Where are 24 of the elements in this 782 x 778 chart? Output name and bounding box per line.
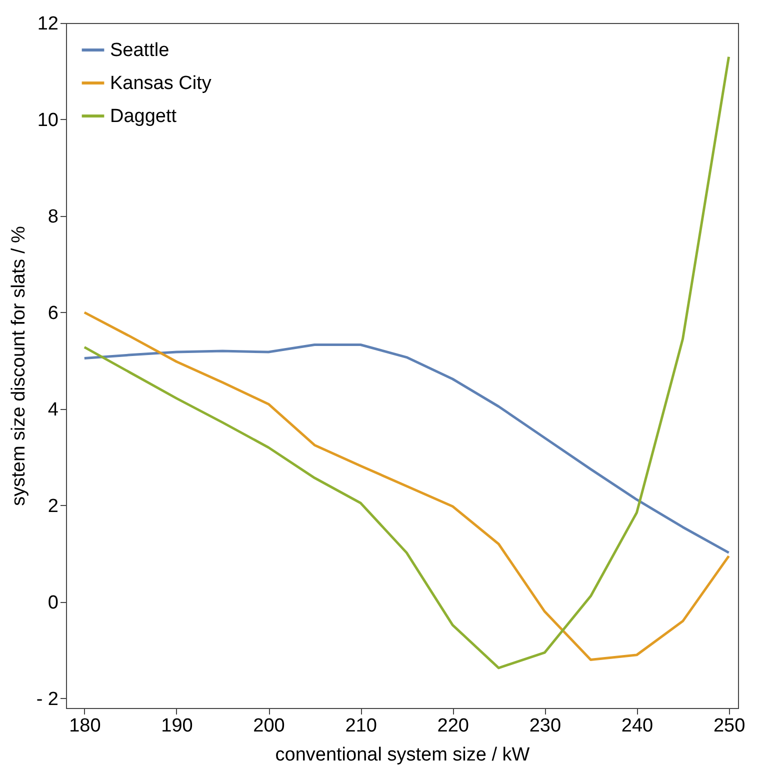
- y-tick-label: 8: [48, 206, 58, 228]
- x-tick-label: 250: [713, 716, 746, 736]
- x-axis-title: conventional system size / kW: [275, 744, 530, 766]
- x-tick-label: 210: [345, 716, 377, 736]
- line-series: [83, 344, 730, 554]
- y-tick-label: 4: [48, 399, 59, 420]
- x-tick-label: 220: [437, 716, 469, 736]
- x-tick-label: 200: [253, 716, 285, 736]
- x-tick-label: 230: [529, 716, 562, 736]
- x-tick-label: 240: [621, 716, 654, 736]
- y-tick-label: 12: [37, 14, 58, 34]
- legend-label: Kansas City: [110, 73, 212, 94]
- y-tick-label: 0: [48, 592, 58, 614]
- y-tick-label: 6: [48, 302, 58, 324]
- x-tick-label: 190: [161, 716, 193, 736]
- y-tick-label: - 2: [36, 688, 58, 710]
- legend-label: Seattle: [110, 40, 170, 61]
- x-tick-label: 180: [69, 716, 101, 736]
- y-tick-label: 2: [48, 496, 58, 517]
- y-tick-label: 10: [37, 110, 58, 131]
- y-axis-title: system size discount for slats / %: [8, 226, 30, 506]
- legend-label: Daggett: [110, 106, 178, 127]
- line-series: [83, 311, 730, 662]
- line-series: [83, 56, 730, 670]
